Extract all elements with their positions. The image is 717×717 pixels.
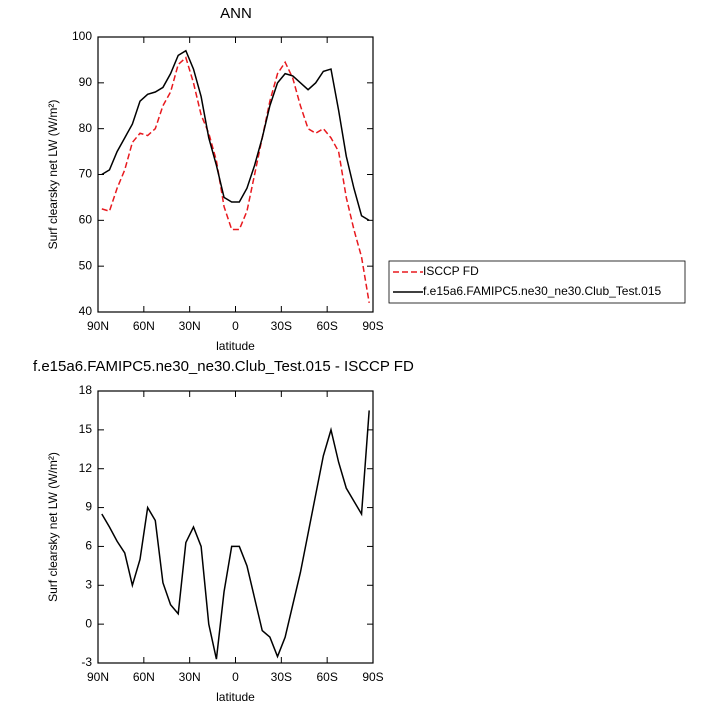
x-axis-label: latitude — [216, 690, 255, 704]
y-tick-label: -3 — [81, 655, 92, 669]
chart-title: ANN — [220, 5, 252, 22]
y-tick-label: 60 — [79, 213, 93, 227]
plot-frame — [97, 36, 374, 313]
plot-frame — [97, 390, 374, 664]
x-tick-label: 30N — [179, 670, 201, 684]
y-tick-label: 40 — [79, 304, 93, 318]
y-tick-label: 100 — [72, 29, 92, 43]
x-tick-label: 30N — [179, 319, 201, 333]
y-axis-label: Surf clearsky net LW (W/m²) — [46, 100, 60, 250]
x-tick-label: 90S — [362, 670, 383, 684]
legend-label: ISCCP FD — [423, 264, 479, 278]
y-tick-label: 0 — [85, 616, 92, 630]
x-tick-label: 60S — [316, 670, 337, 684]
y-axis-label: Surf clearsky net LW (W/m²) — [46, 452, 60, 602]
y-tick-label: 70 — [79, 167, 93, 181]
y-tick-label: 12 — [79, 461, 93, 475]
data-line — [101, 49, 370, 221]
x-tick-label: 60N — [133, 319, 155, 333]
legend-box — [388, 260, 686, 304]
x-tick-label: 90N — [87, 670, 109, 684]
data-line — [101, 410, 370, 660]
y-tick-label: 18 — [79, 383, 93, 397]
x-tick-label: 0 — [232, 670, 239, 684]
x-tick-label: 30S — [271, 319, 292, 333]
y-tick-label: 6 — [85, 539, 92, 553]
y-tick-label: 3 — [85, 577, 92, 591]
x-axis-label: latitude — [216, 339, 255, 353]
y-tick-label: 15 — [79, 422, 93, 436]
legend-label: f.e15a6.FAMIPC5.ne30_ne30.Club_Test.015 — [423, 284, 661, 298]
x-tick-label: 90S — [362, 319, 383, 333]
y-tick-label: 50 — [79, 258, 93, 272]
x-tick-label: 30S — [271, 670, 292, 684]
data-line — [101, 56, 370, 303]
y-tick-label: 9 — [85, 500, 92, 514]
x-tick-label: 60S — [316, 319, 337, 333]
chart-title: f.e15a6.FAMIPC5.ne30_ne30.Club_Test.015 … — [33, 358, 414, 375]
x-tick-label: 90N — [87, 319, 109, 333]
x-tick-label: 0 — [232, 319, 239, 333]
y-tick-label: 80 — [79, 121, 93, 135]
x-tick-label: 60N — [133, 670, 155, 684]
y-tick-label: 90 — [79, 75, 93, 89]
